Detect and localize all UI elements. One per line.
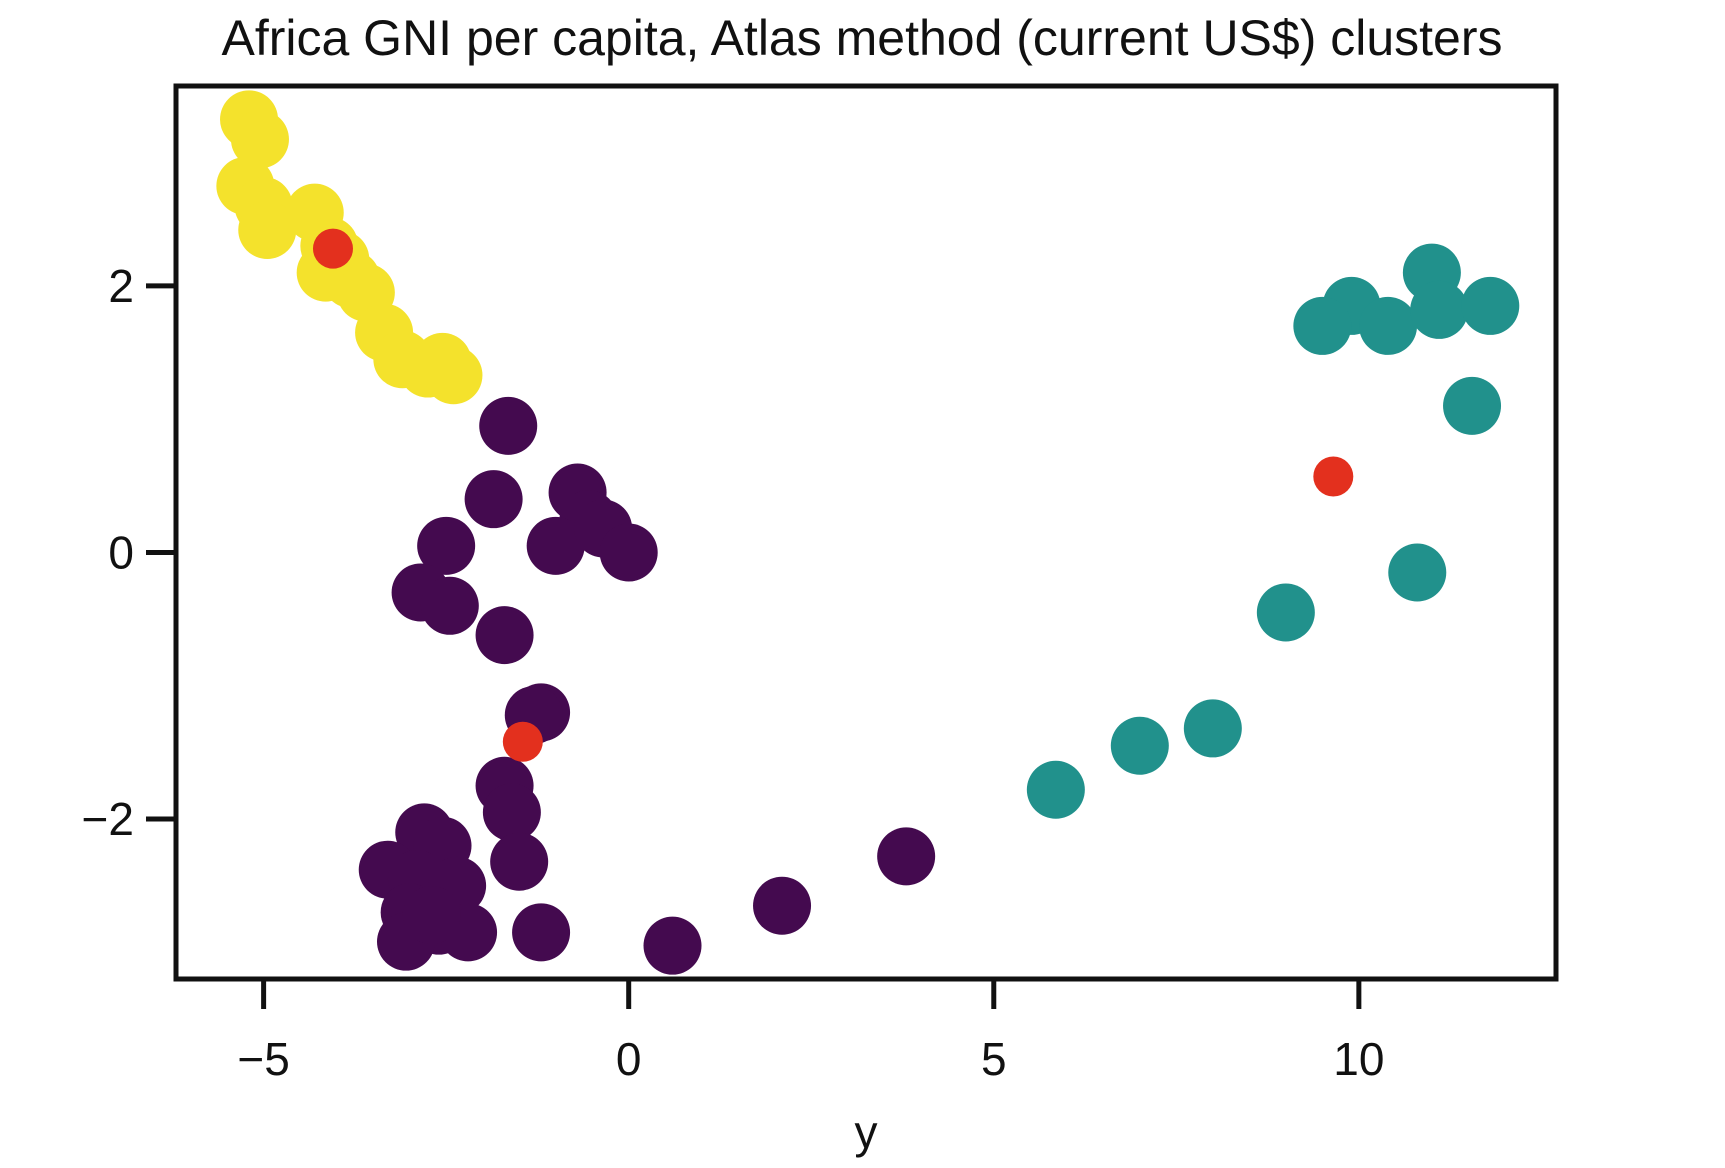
y-axis: −2 0 2 <box>82 260 176 845</box>
data-point <box>420 576 479 635</box>
data-point <box>238 200 297 259</box>
data-point <box>1461 276 1520 335</box>
y-tick-label: 0 <box>108 526 134 578</box>
x-tick-label: −5 <box>237 1033 289 1085</box>
data-point <box>1410 280 1469 339</box>
data-point <box>1110 716 1169 775</box>
centroid-point <box>312 228 353 269</box>
data-point <box>475 606 534 665</box>
x-axis-label: y <box>855 1106 878 1158</box>
data-point <box>490 832 549 891</box>
data-point <box>1293 296 1352 355</box>
data-point <box>753 876 812 935</box>
x-axis: −5 0 5 10 <box>237 979 1384 1085</box>
data-point <box>599 523 658 582</box>
data-point <box>479 396 538 455</box>
data-point <box>482 783 541 842</box>
data-point <box>230 110 289 169</box>
x-tick-label: 10 <box>1333 1033 1384 1085</box>
data-point <box>512 903 571 962</box>
y-tick-label: −2 <box>82 793 134 845</box>
centroids-layer <box>312 228 1354 762</box>
data-point <box>402 886 461 945</box>
x-tick-label: 0 <box>616 1033 642 1085</box>
data-point <box>526 516 585 575</box>
data-point <box>464 470 523 529</box>
data-point <box>877 827 936 886</box>
data-point <box>417 516 476 575</box>
data-point <box>424 346 483 405</box>
data-point <box>1256 583 1315 642</box>
data-point <box>1183 699 1242 758</box>
data-point <box>1443 376 1502 435</box>
data-point <box>1026 760 1085 819</box>
data-point <box>643 916 702 975</box>
chart-title: Africa GNI per capita, Atlas method (cur… <box>221 10 1502 66</box>
centroid-point <box>502 721 543 762</box>
x-tick-label: 5 <box>981 1033 1007 1085</box>
centroid-point <box>1313 456 1354 497</box>
data-point <box>1388 543 1447 602</box>
plot-frame <box>173 83 1559 982</box>
points-layer <box>216 90 1520 975</box>
data-point <box>1359 296 1418 355</box>
y-tick-label: 2 <box>108 260 134 312</box>
